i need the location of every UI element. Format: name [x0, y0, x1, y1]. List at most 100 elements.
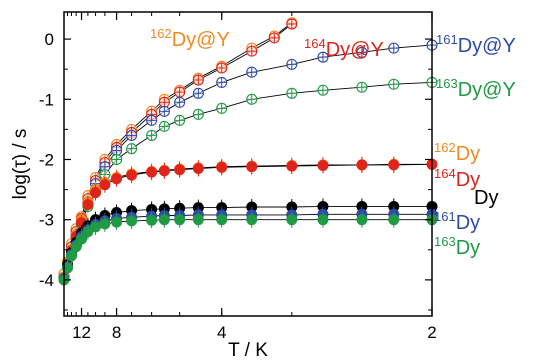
series-label-isotope: 163 — [434, 234, 456, 249]
data-point-cross — [286, 59, 297, 70]
fit-line-0 — [63, 22, 293, 275]
data-point — [111, 216, 123, 228]
data-point-cross — [286, 88, 297, 99]
series-label-text: Dy — [456, 237, 480, 259]
data-point-cross — [159, 97, 170, 108]
series-label-text: Dy@Y — [458, 35, 516, 57]
series-label-isotope: 163 — [436, 76, 458, 91]
data-point-cross — [159, 106, 170, 117]
series-label-isotope: 161 — [436, 32, 458, 47]
data-point — [62, 262, 74, 274]
series-label-text: Dy — [474, 187, 498, 209]
data-point — [146, 214, 158, 226]
data-point — [174, 164, 186, 176]
axis-ticks: 0 -1 -2 -3 -4 12 8 4 2 — [39, 12, 437, 342]
data-point-cross — [146, 115, 157, 126]
data-point — [216, 161, 228, 173]
series-label-text: Dy — [456, 169, 480, 191]
series-label: 163Dy — [434, 234, 480, 259]
fit-line-8 — [63, 219, 432, 281]
data-point-cross — [174, 87, 185, 98]
data-point-cross — [126, 130, 137, 141]
data-point-cross — [216, 103, 227, 114]
series-label: 163Dy@Y — [436, 76, 516, 101]
data-point-cross — [246, 67, 257, 78]
data-point — [174, 214, 186, 226]
series-label: 161Dy@Y — [436, 32, 516, 57]
data-point — [126, 215, 138, 227]
series-label: 162Dy@Y — [150, 26, 230, 51]
data-point — [66, 250, 78, 262]
data-point-cross — [269, 32, 280, 43]
data-point-cross — [317, 52, 328, 63]
data-point-cross — [146, 130, 157, 141]
data-point-cross — [388, 79, 399, 90]
data-point — [388, 214, 400, 226]
data-point — [99, 218, 111, 230]
data-point — [146, 166, 158, 178]
data-point — [76, 233, 88, 245]
data-point-cross — [216, 77, 227, 88]
data-point-cross — [193, 75, 204, 86]
data-point — [246, 214, 258, 226]
data-point — [356, 214, 368, 226]
fit-line-1 — [63, 23, 293, 278]
x-tick-label: 8 — [112, 323, 121, 342]
data-point-cross — [126, 143, 137, 154]
data-point — [192, 163, 204, 175]
y-axis-title: log(τ) / s — [10, 129, 31, 200]
series-label: 164Dy — [434, 166, 480, 191]
data-point-cross — [159, 121, 170, 132]
x-tick-label: 2 — [427, 323, 436, 342]
y-tick-label: 0 — [45, 30, 54, 49]
series-label: 161Dy — [434, 209, 480, 234]
y-tick-label: -3 — [39, 211, 54, 230]
data-point — [286, 214, 298, 226]
data-point — [317, 160, 329, 172]
data-point — [99, 179, 111, 191]
data-point-cross — [356, 82, 367, 93]
y-tick-label: -1 — [39, 90, 54, 109]
data-points — [58, 17, 438, 288]
data-point — [90, 221, 102, 233]
data-point — [192, 214, 204, 226]
data-point-cross — [174, 97, 185, 108]
series-label-text: Dy — [456, 212, 480, 234]
series-label-isotope: 162 — [434, 140, 456, 155]
data-point — [158, 214, 170, 226]
data-point — [356, 159, 368, 171]
series-label-text: Dy@Y — [172, 29, 230, 51]
y-tick-label: -4 — [39, 271, 54, 290]
data-point — [317, 214, 329, 226]
data-point-cross — [246, 94, 257, 105]
data-point-cross — [356, 47, 367, 58]
plot-frame — [63, 11, 433, 317]
data-point — [246, 161, 258, 173]
data-point-cross — [286, 19, 297, 30]
data-point-cross — [193, 109, 204, 120]
data-point — [158, 165, 170, 177]
series-label-text: Dy — [456, 143, 480, 165]
data-point-cross — [388, 43, 399, 54]
series-label-isotope: 164 — [304, 36, 326, 51]
data-point — [126, 169, 138, 181]
series-label-isotope: 164 — [434, 166, 456, 181]
series-label: 162Dy — [434, 140, 480, 165]
data-point — [388, 159, 400, 171]
series-label-isotope: 162 — [150, 26, 172, 41]
data-point-cross — [246, 46, 257, 57]
data-point — [90, 187, 102, 199]
x-tick-label: 12 — [72, 323, 91, 342]
data-point — [111, 173, 123, 185]
y-tick-label: -2 — [39, 150, 54, 169]
data-point-cross — [111, 145, 122, 156]
series-label-text: Dy@Y — [326, 39, 384, 61]
data-point — [286, 160, 298, 172]
x-tick-label: 4 — [217, 323, 226, 342]
data-point-cross — [174, 115, 185, 126]
series-label-text: Dy@Y — [458, 79, 516, 101]
series-label: 164Dy@Y — [304, 36, 384, 61]
data-point-cross — [193, 88, 204, 99]
x-axis-title: T / K — [228, 340, 268, 361]
data-point — [216, 214, 228, 226]
